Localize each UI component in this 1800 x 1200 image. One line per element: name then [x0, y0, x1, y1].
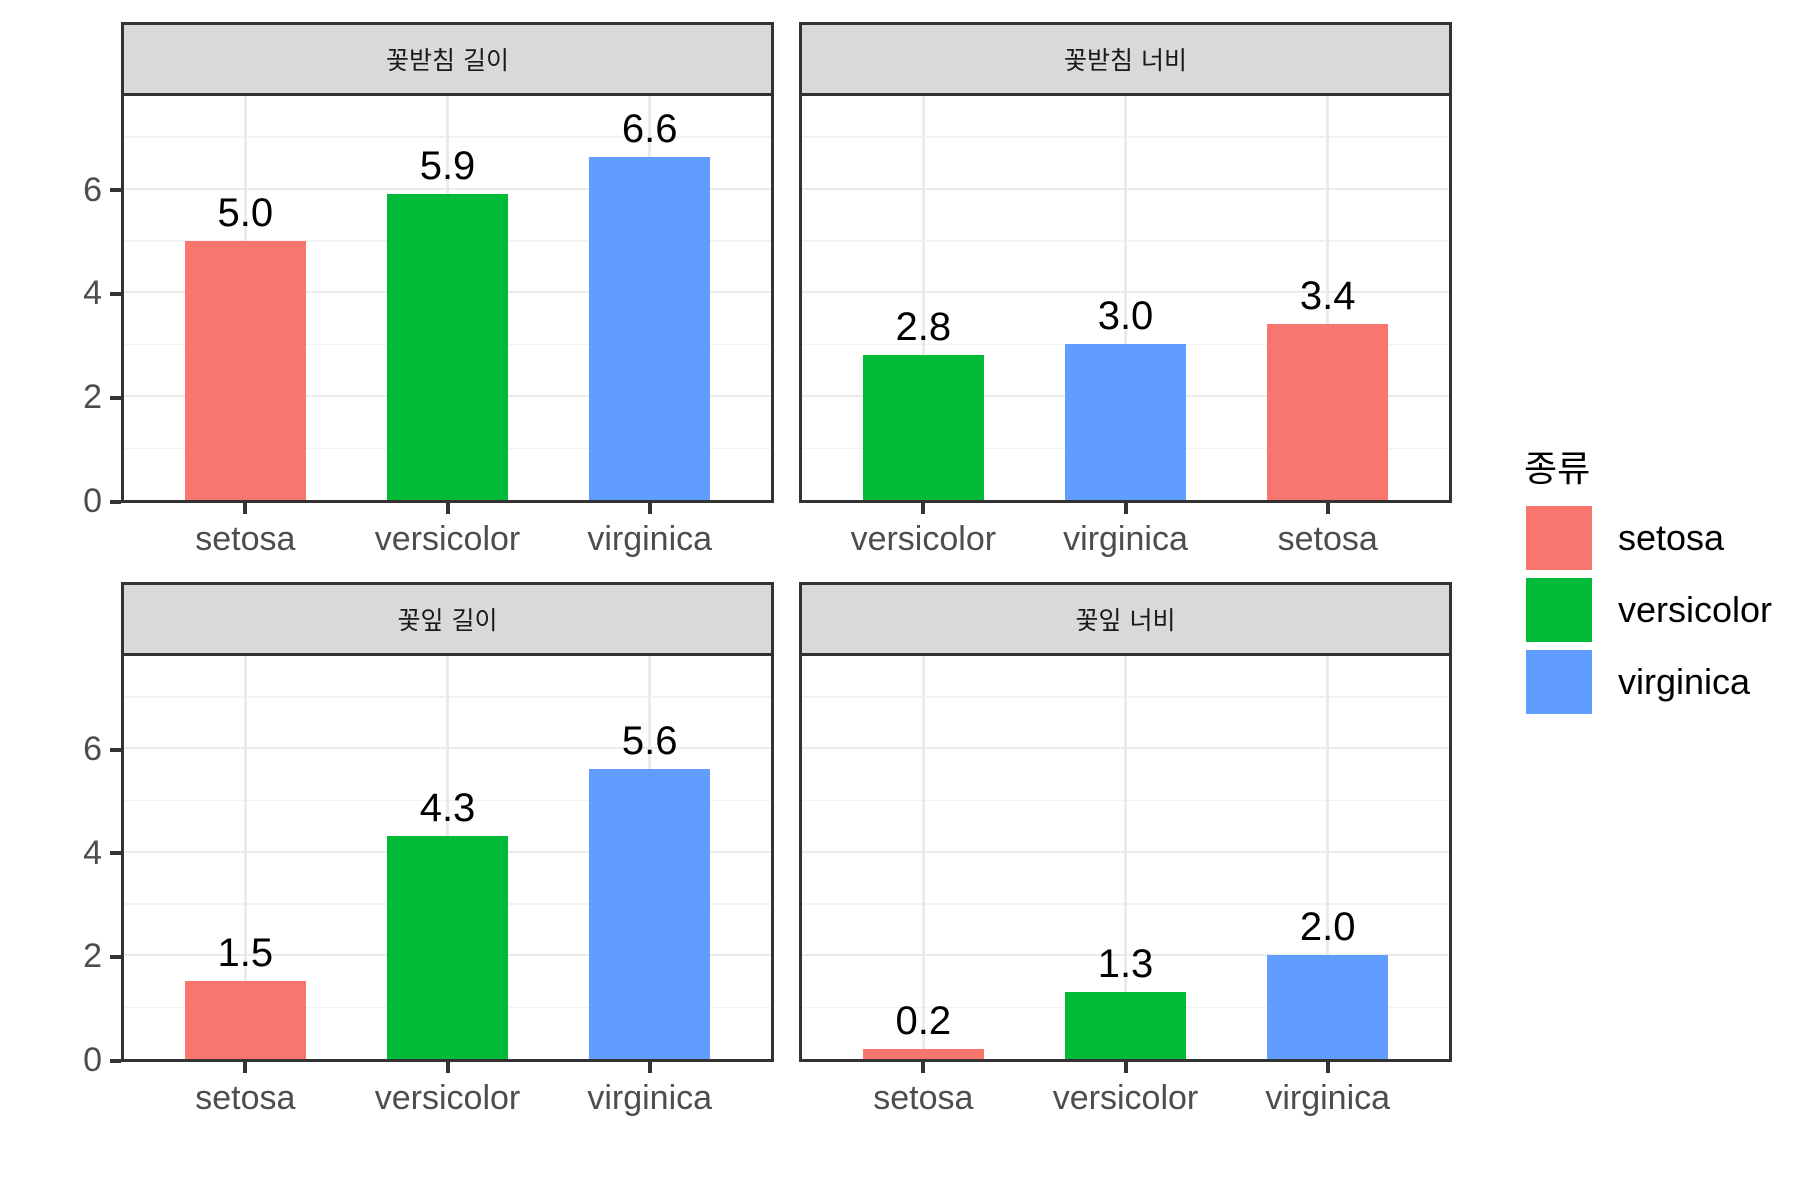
y-tick [110, 188, 121, 193]
y-axis-label: 2 [83, 937, 102, 976]
x-tick [445, 1062, 450, 1073]
bar-versicolor [862, 354, 984, 500]
x-axis-label: virginica [1265, 1079, 1391, 1117]
x-axis-label: setosa [195, 520, 296, 558]
bar-value-label: 3.0 [1097, 294, 1154, 339]
bar-value-label: 5.6 [621, 719, 678, 764]
y-tick [110, 747, 121, 752]
bar-value-label: 1.3 [1097, 941, 1154, 986]
bar-setosa [184, 981, 306, 1059]
x-tick [921, 1062, 926, 1073]
y-axis-label: 6 [83, 730, 102, 769]
bar-value-label: 3.4 [1299, 273, 1356, 318]
legend-label: setosa [1618, 517, 1725, 558]
x-tick [243, 1062, 248, 1073]
x-tick [647, 1062, 652, 1073]
plot-area: 1.5 4.3 5.6 [121, 656, 774, 1062]
x-axis-label: versicolor [850, 520, 997, 558]
gridline-vertical [1326, 656, 1330, 1059]
y-tick [110, 954, 121, 959]
bar-value-label: 5.0 [217, 190, 274, 235]
y-axis-label: 4 [83, 833, 102, 872]
facet-panel: 꽃받침 너비 2.8 3.0 3.4 [799, 22, 1452, 503]
x-tick [921, 503, 926, 514]
bar-versicolor [386, 836, 509, 1059]
facet-strip-title: 꽃받침 길이 [121, 22, 774, 96]
gridline-vertical [1124, 656, 1127, 1059]
x-tick [647, 503, 652, 514]
bar-setosa [1267, 323, 1389, 500]
bar-versicolor [1064, 991, 1187, 1059]
bar-virginica [1267, 955, 1389, 1059]
y-axis-label: 0 [83, 482, 102, 520]
y-axis-label: 6 [83, 170, 102, 209]
x-axis-label: virginica [587, 520, 713, 558]
gridline-vertical [1326, 96, 1330, 500]
bar-setosa [862, 1048, 984, 1059]
legend-key-versicolor [1526, 578, 1592, 642]
y-tick [110, 499, 121, 504]
bar-value-label: 6.6 [621, 107, 678, 152]
x-axis-label: versicolor [374, 1079, 521, 1117]
y-tick [110, 1058, 121, 1063]
x-tick [1123, 503, 1128, 514]
legend-label: versicolor [1618, 589, 1773, 630]
bar-value-label: 1.5 [217, 931, 274, 976]
bar-value-label: 4.3 [419, 786, 476, 831]
facet-panel: 꽃받침 길이 5.0 5.9 6.6 [121, 22, 774, 503]
x-tick [243, 503, 248, 514]
facet-panel: 꽃잎 길이 1.5 4.3 5.6 [121, 582, 774, 1062]
bar-setosa [184, 240, 306, 500]
plot-area: 2.8 3.0 3.4 [799, 96, 1452, 503]
bar-virginica [589, 769, 711, 1059]
gridline-vertical [921, 96, 925, 500]
x-axis-label: setosa [1277, 520, 1378, 558]
y-tick [110, 851, 121, 856]
y-tick [110, 291, 121, 296]
gridline-vertical [1124, 96, 1127, 500]
gridline-vertical [921, 656, 925, 1059]
y-axis-label: 4 [83, 274, 102, 313]
legend-key-virginica [1526, 650, 1592, 714]
bar-virginica [1064, 344, 1187, 500]
facet-strip-title: 꽃받침 너비 [799, 22, 1452, 96]
plot-area: 5.0 5.9 6.6 [121, 96, 774, 503]
x-axis-label: virginica [587, 1079, 713, 1117]
legend-label: virginica [1618, 661, 1751, 702]
bar-value-label: 2.0 [1299, 905, 1356, 950]
gridline-vertical [243, 656, 247, 1059]
y-axis-label: 0 [83, 1041, 102, 1079]
legend-title: 종류 [1524, 449, 1591, 490]
x-tick [1123, 1062, 1128, 1073]
bar-virginica [589, 157, 711, 500]
y-tick [110, 395, 121, 400]
x-tick [1325, 1062, 1330, 1073]
facet-panel: 꽃잎 너비 0.2 1.3 2.0 [799, 582, 1452, 1062]
facet-strip-title: 꽃잎 너비 [799, 582, 1452, 656]
x-axis-label: versicolor [374, 520, 521, 558]
bar-value-label: 0.2 [895, 998, 952, 1043]
x-tick [445, 503, 450, 514]
y-axis-label: 2 [83, 378, 102, 417]
x-axis-label: virginica [1063, 520, 1188, 558]
x-axis-label: setosa [873, 1079, 974, 1117]
x-axis-label: versicolor [1052, 1079, 1199, 1117]
x-axis-label: setosa [195, 1079, 296, 1117]
plot-area: 0.2 1.3 2.0 [799, 656, 1452, 1062]
x-tick [1325, 503, 1330, 514]
bar-value-label: 5.9 [419, 143, 476, 188]
bar-value-label: 2.8 [895, 304, 952, 349]
bar-versicolor [386, 193, 509, 500]
legend-key-setosa [1526, 506, 1592, 570]
facet-strip-title: 꽃잎 길이 [121, 582, 774, 656]
